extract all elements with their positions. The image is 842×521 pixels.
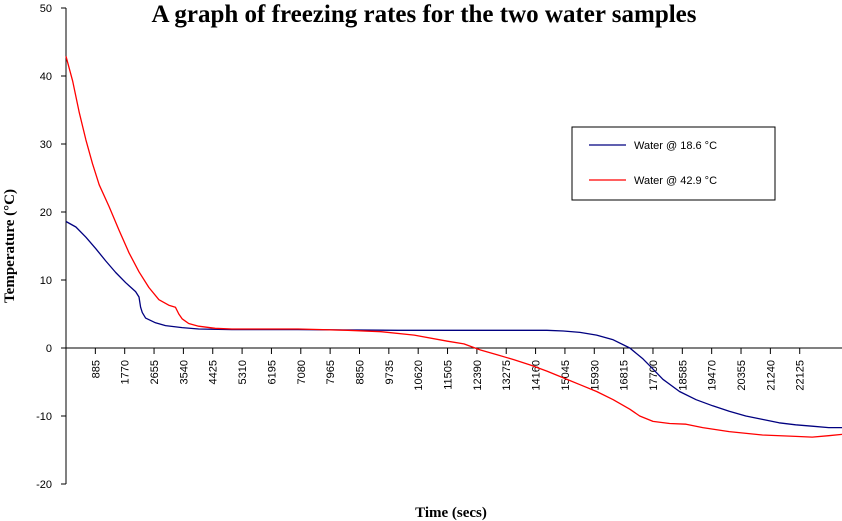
x-tick-label: 4425 (208, 360, 220, 384)
legend: Water @ 18.6 °C Water @ 42.9 °C (571, 126, 776, 201)
y-tick-label: 40 (40, 71, 52, 83)
x-tick-label: 9735 (384, 360, 396, 384)
chart-title: A graph of freezing rates for the two wa… (151, 1, 696, 28)
x-tick-label: 885 (90, 360, 102, 378)
x-tick-label: 10620 (413, 360, 425, 391)
x-tick-label: 12390 (472, 360, 484, 391)
x-tick-label: 15045 (560, 360, 572, 391)
x-tick-label: 5310 (237, 360, 249, 384)
x-tick-label: 7965 (325, 360, 337, 384)
y-tick-label: -20 (36, 479, 52, 491)
x-tick-label: 7080 (296, 360, 308, 384)
x-tick-label: 18585 (677, 360, 689, 391)
y-tick-label: 0 (46, 343, 52, 355)
x-tick-label: 22125 (795, 360, 807, 391)
x-tick-label: 11505 (443, 360, 455, 390)
x-tick-label: 13275 (501, 360, 513, 391)
y-tick-label: -10 (36, 411, 52, 423)
y-tick-label: 10 (40, 275, 52, 287)
y-tick-label: 50 (40, 3, 52, 15)
x-tick-label: 15930 (589, 360, 601, 391)
legend-label-series-2: Water @ 42.9 °C (634, 175, 717, 187)
y-tick-label: 20 (40, 207, 52, 219)
x-ticks: 885 1770 2655 3540 4425 5310 6195 7080 7965 8850 9… (90, 348, 807, 391)
x-tick-label: 21240 (765, 360, 777, 391)
series-line-2 (65, 56, 842, 438)
y-ticks: -20 -10 0 10 20 30 40 50 (36, 3, 66, 491)
x-tick-label: 1770 (120, 360, 132, 384)
x-axis-label: Time (secs) (415, 505, 487, 521)
x-tick-label: 14160 (531, 360, 543, 391)
series-lines (65, 56, 842, 438)
legend-label-series-1: Water @ 18.6 °C (634, 140, 717, 152)
x-tick-label: 3540 (178, 360, 190, 384)
axes (65, 8, 842, 484)
x-tick-label: 16815 (619, 360, 631, 391)
x-tick-label: 8850 (354, 360, 366, 384)
x-tick-label: 19470 (707, 360, 719, 391)
y-tick-label: 30 (40, 139, 52, 151)
x-tick-label: 6195 (266, 360, 278, 384)
y-axis-label: Temperature (°C) (2, 189, 18, 303)
x-tick-label: 2655 (149, 360, 161, 384)
legend-box (571, 126, 776, 201)
x-tick-label: 20355 (736, 360, 748, 391)
series-line-1 (65, 220, 842, 429)
